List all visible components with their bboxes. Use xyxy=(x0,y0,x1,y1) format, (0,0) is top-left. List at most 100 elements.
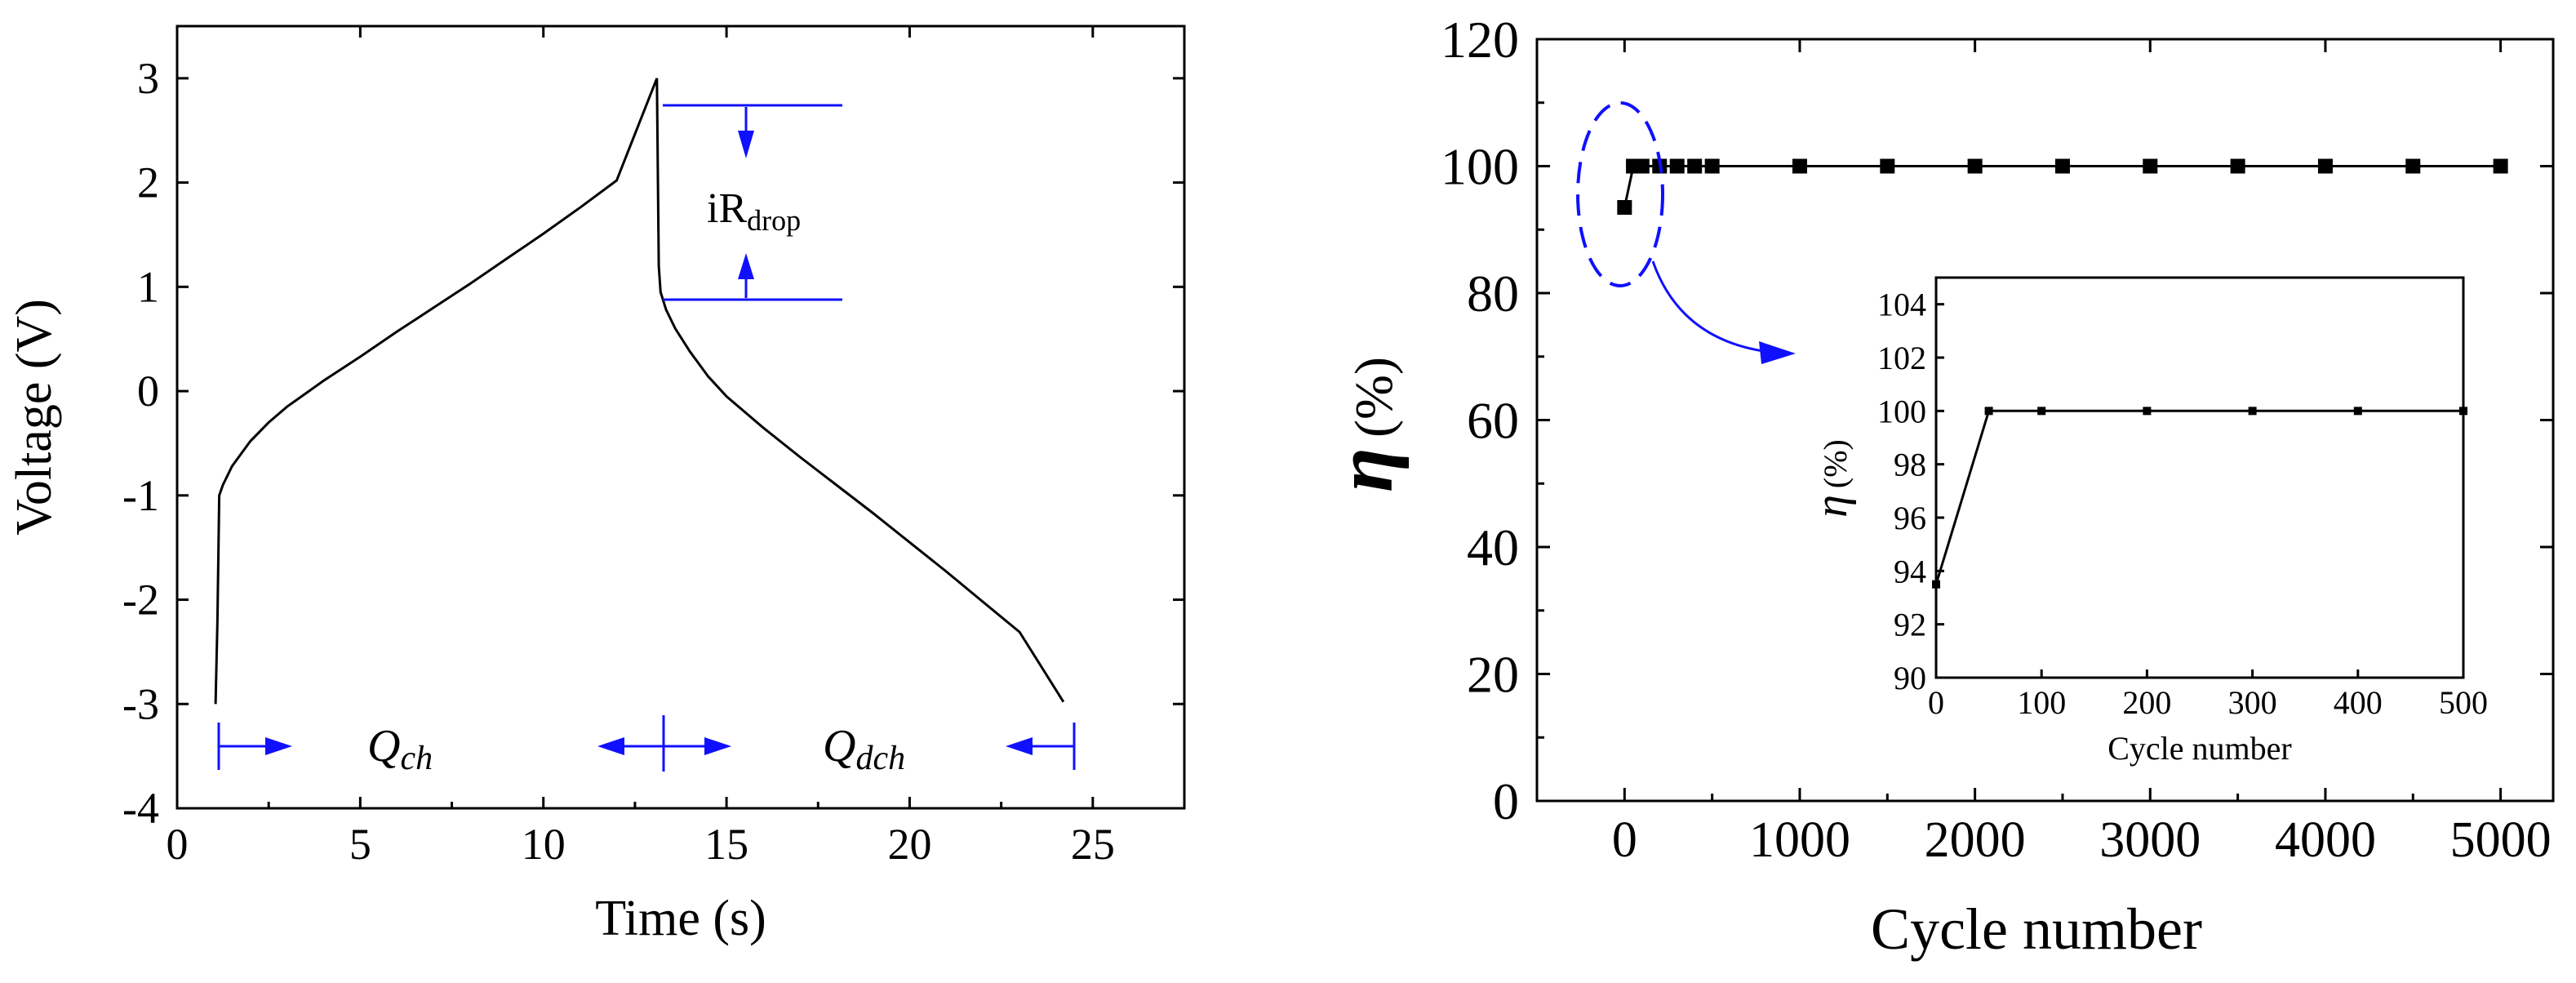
inset-x-tick-label: 400 xyxy=(2334,684,2383,721)
inset-efficiency-point xyxy=(2353,407,2362,416)
inset-plot-frame xyxy=(1934,276,2465,679)
inset-y-tick-label: 94 xyxy=(1894,553,1926,589)
inset-efficiency-point xyxy=(1984,407,1993,416)
efficiency-point xyxy=(1704,158,1720,174)
right-series xyxy=(1617,158,2508,216)
right-y-tick-label: 40 xyxy=(1467,518,1519,576)
q-dch-label: Qdch xyxy=(823,721,905,777)
q-dch-label-sub: dch xyxy=(855,740,905,777)
left-x-tick-label: 20 xyxy=(887,820,931,869)
inset-y-tick-label: 104 xyxy=(1877,287,1926,323)
charge-discharge-annotation: Qch Qdch xyxy=(217,715,1076,777)
inset-efficiency-point xyxy=(2459,407,2467,416)
left-y-tick-label: -3 xyxy=(122,679,159,728)
right-y-axis-unit: (%) xyxy=(1344,357,1404,438)
q-ch-label-sub: ch xyxy=(400,740,433,777)
efficiency-point xyxy=(2405,158,2421,174)
efficiency-point xyxy=(1967,158,1983,174)
right-y-ticks: 0 20 40 60 80 100 120 xyxy=(1441,11,2553,830)
left-y-tick-label: -2 xyxy=(122,576,159,625)
efficiency-point xyxy=(1792,158,1807,174)
inset-y-tick-label: 100 xyxy=(1877,393,1926,429)
q-dch-arrow-head xyxy=(1006,737,1033,755)
inset-x-tick-label: 300 xyxy=(2228,684,2277,721)
q-dch-label-base: Q xyxy=(823,721,855,772)
right-y-tick-label: 120 xyxy=(1441,11,1519,69)
left-x-ticks: 0 5 10 15 20 25 xyxy=(167,26,1115,869)
right-x-tick-label: 4000 xyxy=(2275,812,2376,868)
efficiency-point xyxy=(2143,158,2158,174)
left-y-tick-label: 1 xyxy=(137,262,159,311)
right-y-axis-symbol: η xyxy=(1319,447,1410,492)
zoom-connector-arrow xyxy=(1651,260,1776,354)
left-plot-frame xyxy=(175,24,1186,810)
inset-x-tick-label: 500 xyxy=(2439,684,2488,721)
left-y-tick-label: -1 xyxy=(122,471,159,520)
inset-efficiency-point xyxy=(2037,407,2046,416)
left-x-axis-label: Time (s) xyxy=(595,891,766,946)
efficiency-point xyxy=(1634,158,1650,174)
charge-discharge-curve xyxy=(214,78,1065,705)
efficiency-line xyxy=(1623,165,2501,208)
right-x-ticks: 0 1000 2000 3000 4000 5000 xyxy=(1612,39,2552,868)
ir-drop-arrow-up-head xyxy=(738,253,754,279)
zoom-connector-arrow-head xyxy=(1759,341,1796,364)
ir-drop-label-base: iR xyxy=(707,185,747,232)
left-y-tick-label: 2 xyxy=(137,158,159,207)
right-y-tick-label: 80 xyxy=(1467,265,1519,322)
inset-efficiency-point xyxy=(1932,580,1940,589)
efficiency-point xyxy=(2054,158,2070,174)
right-x-tick-label: 5000 xyxy=(2450,812,2552,868)
voltage-time-chart: 0 5 10 15 20 25 -4 -3 -2 -1 0 1 2 3 Time (s) Voltage… xyxy=(7,24,1186,946)
right-x-axis-label: Cycle number xyxy=(1871,896,2202,962)
left-x-tick-label: 25 xyxy=(1071,820,1115,869)
efficiency-point xyxy=(1669,158,1685,174)
efficiency-point xyxy=(2317,158,2333,174)
inset-efficiency-point xyxy=(2248,407,2257,416)
left-y-axis-label: Voltage (V) xyxy=(7,299,62,536)
right-x-tick-label: 2000 xyxy=(1925,812,2026,868)
q-middle-right-head xyxy=(704,737,731,755)
ir-drop-label-sub: drop xyxy=(747,204,801,237)
left-x-tick-label: 15 xyxy=(704,820,748,869)
inset-x-tick-label: 0 xyxy=(1928,684,1944,721)
left-x-tick-label: 0 xyxy=(167,820,189,869)
inset-efficiency-point xyxy=(2143,407,2152,416)
left-y-ticks: -4 -3 -2 -1 0 1 2 3 xyxy=(122,54,1184,833)
right-y-tick-label: 20 xyxy=(1467,646,1519,704)
right-y-tick-label: 100 xyxy=(1441,138,1519,196)
efficiency-point xyxy=(2493,158,2508,174)
ir-drop-arrow-down-head xyxy=(738,131,754,158)
right-x-tick-label: 1000 xyxy=(1749,812,1850,868)
left-y-tick-label: 0 xyxy=(137,367,159,416)
inset-background xyxy=(1936,278,2463,678)
left-y-tick-label: -4 xyxy=(122,784,159,833)
inset-series xyxy=(1932,407,2467,589)
right-x-tick-label: 3000 xyxy=(2099,812,2201,868)
left-x-tick-label: 5 xyxy=(349,820,371,869)
zoom-ellipse xyxy=(1576,101,1664,287)
right-x-tick-label: 0 xyxy=(1612,812,1637,868)
inset-x-tick-label: 200 xyxy=(2122,684,2171,721)
efficiency-point xyxy=(2230,158,2245,174)
inset-y-axis-label: η (%) xyxy=(1806,439,1857,518)
inset-chart: 0 100 200 300 400 500 90 92 94 96 98 100 102 104 Cyc… xyxy=(1806,276,2488,767)
inset-y-tick-label: 96 xyxy=(1894,500,1926,536)
inset-y-axis-symbol: η xyxy=(1806,495,1857,518)
inset-y-axis-unit: (%) xyxy=(1817,439,1854,488)
inset-y-tick-label: 102 xyxy=(1877,340,1926,376)
right-y-tick-label: 0 xyxy=(1493,772,1519,830)
efficiency-point xyxy=(1687,158,1703,174)
inset-y-ticks: 90 92 94 96 98 100 102 104 xyxy=(1877,287,1944,696)
inset-y-tick-label: 92 xyxy=(1894,607,1926,643)
right-y-tick-label: 60 xyxy=(1467,392,1519,450)
left-y-tick-label: 3 xyxy=(137,54,159,103)
left-series xyxy=(214,78,1065,705)
ir-drop-label: iRdrop xyxy=(707,185,801,237)
efficiency-point xyxy=(1880,158,1895,174)
inset-y-tick-label: 98 xyxy=(1894,447,1926,483)
inset-x-axis-label: Cycle number xyxy=(2107,730,2292,767)
q-ch-arrow-head xyxy=(265,737,292,755)
q-ch-label: Qch xyxy=(367,721,433,777)
